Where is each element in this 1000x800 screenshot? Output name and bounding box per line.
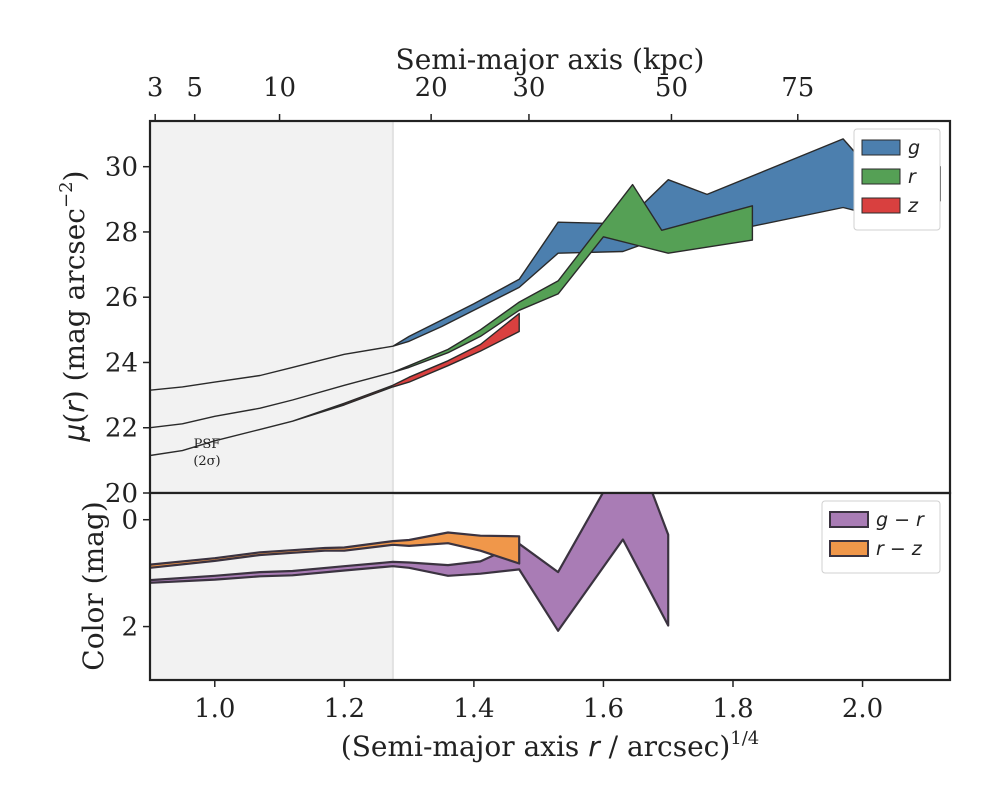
top-x-tick-label: 5 <box>186 73 203 103</box>
series-band-r-z <box>150 531 521 569</box>
top-x-tick-label: 75 <box>781 73 814 103</box>
series-band-z <box>150 312 520 457</box>
bottom-x-tick-label: 1.4 <box>453 694 494 724</box>
y-tick-label: 24 <box>105 348 138 378</box>
top-axis-title: Semi-major axis (kpc) <box>396 43 705 76</box>
top-x-tick-label: 50 <box>655 73 688 103</box>
y-tick-label: 30 <box>105 153 138 183</box>
top-x-tick-label: 20 <box>415 73 448 103</box>
top-x-tick-label: 30 <box>512 73 545 103</box>
bottom-x-tick-label: 1.8 <box>712 694 753 724</box>
bottom-x-tick-label: 2.0 <box>842 694 883 724</box>
bottom-x-tick-label: 1.2 <box>324 694 365 724</box>
legend-label: g <box>908 137 920 159</box>
panel-frame <box>148 491 952 682</box>
legend-swatch <box>861 197 901 214</box>
bottom-x-tick-label: 1.6 <box>583 694 624 724</box>
y-tick-label: 20 <box>105 479 138 509</box>
top-x-tick-label: 10 <box>263 73 296 103</box>
y-tick-label: 28 <box>105 218 138 248</box>
y-tick-label: 26 <box>105 283 138 313</box>
psf-label: (2σ) <box>193 454 220 469</box>
bottom-x-tick-label: 1.0 <box>194 694 235 724</box>
legend-swatch <box>861 139 901 156</box>
legend-swatch <box>829 540 869 557</box>
legend-swatch <box>861 168 901 185</box>
axis-titles: Semi-major axis (kpc) (Semi-major axis r… <box>56 43 759 763</box>
y-tick-label: 0 <box>121 506 138 536</box>
series-band-g-r <box>150 493 670 632</box>
legend-label: r − z <box>876 538 923 560</box>
top-x-tick-label: 3 <box>147 73 164 103</box>
bottom-y-axis-title: Color (mag) <box>77 501 110 670</box>
psf-shaded-region <box>150 493 393 680</box>
series-group <box>150 493 670 632</box>
psf-label: PSF <box>194 437 221 452</box>
top-panel: 20 22 24 26 28 30 grz PSF (2σ) 3 5 10 20 30 50 75 <box>105 73 952 509</box>
top-y-axis-title: μ(r) (mag arcsec−2) <box>56 171 91 443</box>
bottom-panel: 0 2 g − r r − z 1.0 1.2 1.4 1.6 1.8 2.0 <box>121 491 952 724</box>
legend-label: r <box>908 166 917 188</box>
legend-label: z <box>907 195 919 217</box>
legend-swatch <box>829 511 869 528</box>
legend-label: g − r <box>876 509 925 531</box>
series-band-r <box>150 183 754 429</box>
y-tick-label: 2 <box>121 613 138 643</box>
y-tick-label: 22 <box>105 414 138 444</box>
bottom-axis-title: (Semi-major axis r / arcsec)1/4 <box>341 728 759 763</box>
psf-shaded-region <box>150 121 393 493</box>
